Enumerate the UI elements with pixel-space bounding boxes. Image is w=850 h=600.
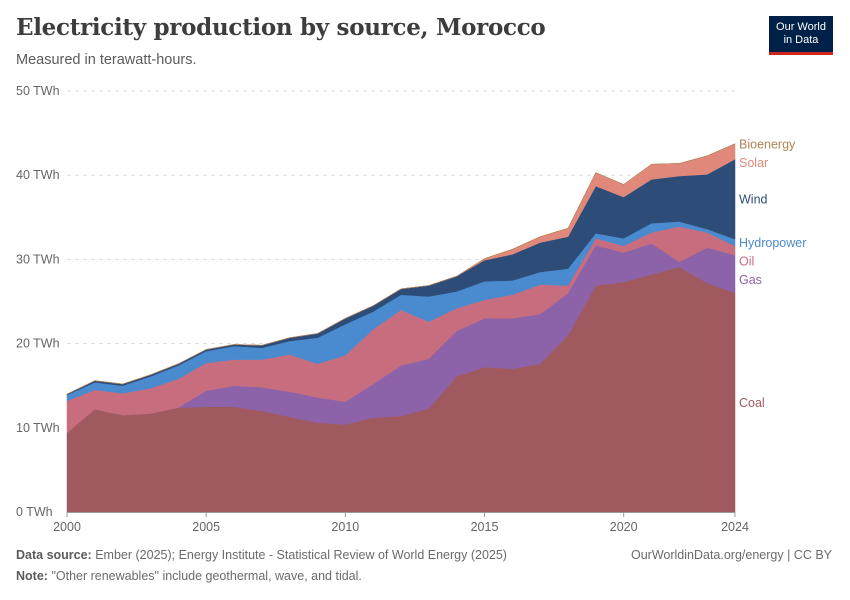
note-label: Note: xyxy=(16,569,48,583)
legend-label-hydropower: Hydropower xyxy=(739,236,806,250)
chart-subtitle: Measured in terawatt-hours. xyxy=(16,52,197,68)
source-label: Data source: xyxy=(16,548,92,562)
legend-label-bioenergy: Bioenergy xyxy=(739,137,796,151)
legend-label-solar: Solar xyxy=(739,156,768,170)
x-tick-label: 2005 xyxy=(192,520,220,534)
logo-line-2: in Data xyxy=(783,34,819,46)
chart-title: Electricity production by source, Morocc… xyxy=(16,14,546,41)
x-tick-label: 2015 xyxy=(471,520,499,534)
site-credit[interactable]: OurWorldinData.org/energy | CC BY xyxy=(630,548,832,562)
y-tick-label: 40 TWh xyxy=(16,168,60,182)
source-text[interactable]: Ember (2025); Energy Institute - Statist… xyxy=(95,548,507,562)
area-bioenergy xyxy=(66,143,736,395)
y-tick-label: 50 TWh xyxy=(16,84,60,98)
y-tick-label: 10 TWh xyxy=(16,421,60,435)
note-line: Note: "Other renewables" include geother… xyxy=(16,569,362,583)
owid-logo[interactable]: Our World in Data xyxy=(769,16,833,55)
logo-line-1: Our World xyxy=(776,21,826,33)
y-tick-label: 0 TWh xyxy=(16,505,53,519)
x-tick-label: 2000 xyxy=(53,520,81,534)
legend-label-oil: Oil xyxy=(739,255,754,269)
legend-label-wind: Wind xyxy=(739,193,768,207)
x-tick-label: 2010 xyxy=(331,520,359,534)
x-tick-label: 2024 xyxy=(721,520,749,534)
y-tick-label: 20 TWh xyxy=(16,337,60,351)
y-tick-label: 30 TWh xyxy=(16,252,60,266)
data-source-line: Data source: Ember (2025); Energy Instit… xyxy=(16,548,507,562)
x-tick-label: 2020 xyxy=(610,520,638,534)
note-text: "Other renewables" include geothermal, w… xyxy=(51,569,362,583)
legend-label-coal: Coal xyxy=(739,396,765,410)
legend-label-gas: Gas xyxy=(739,273,762,287)
